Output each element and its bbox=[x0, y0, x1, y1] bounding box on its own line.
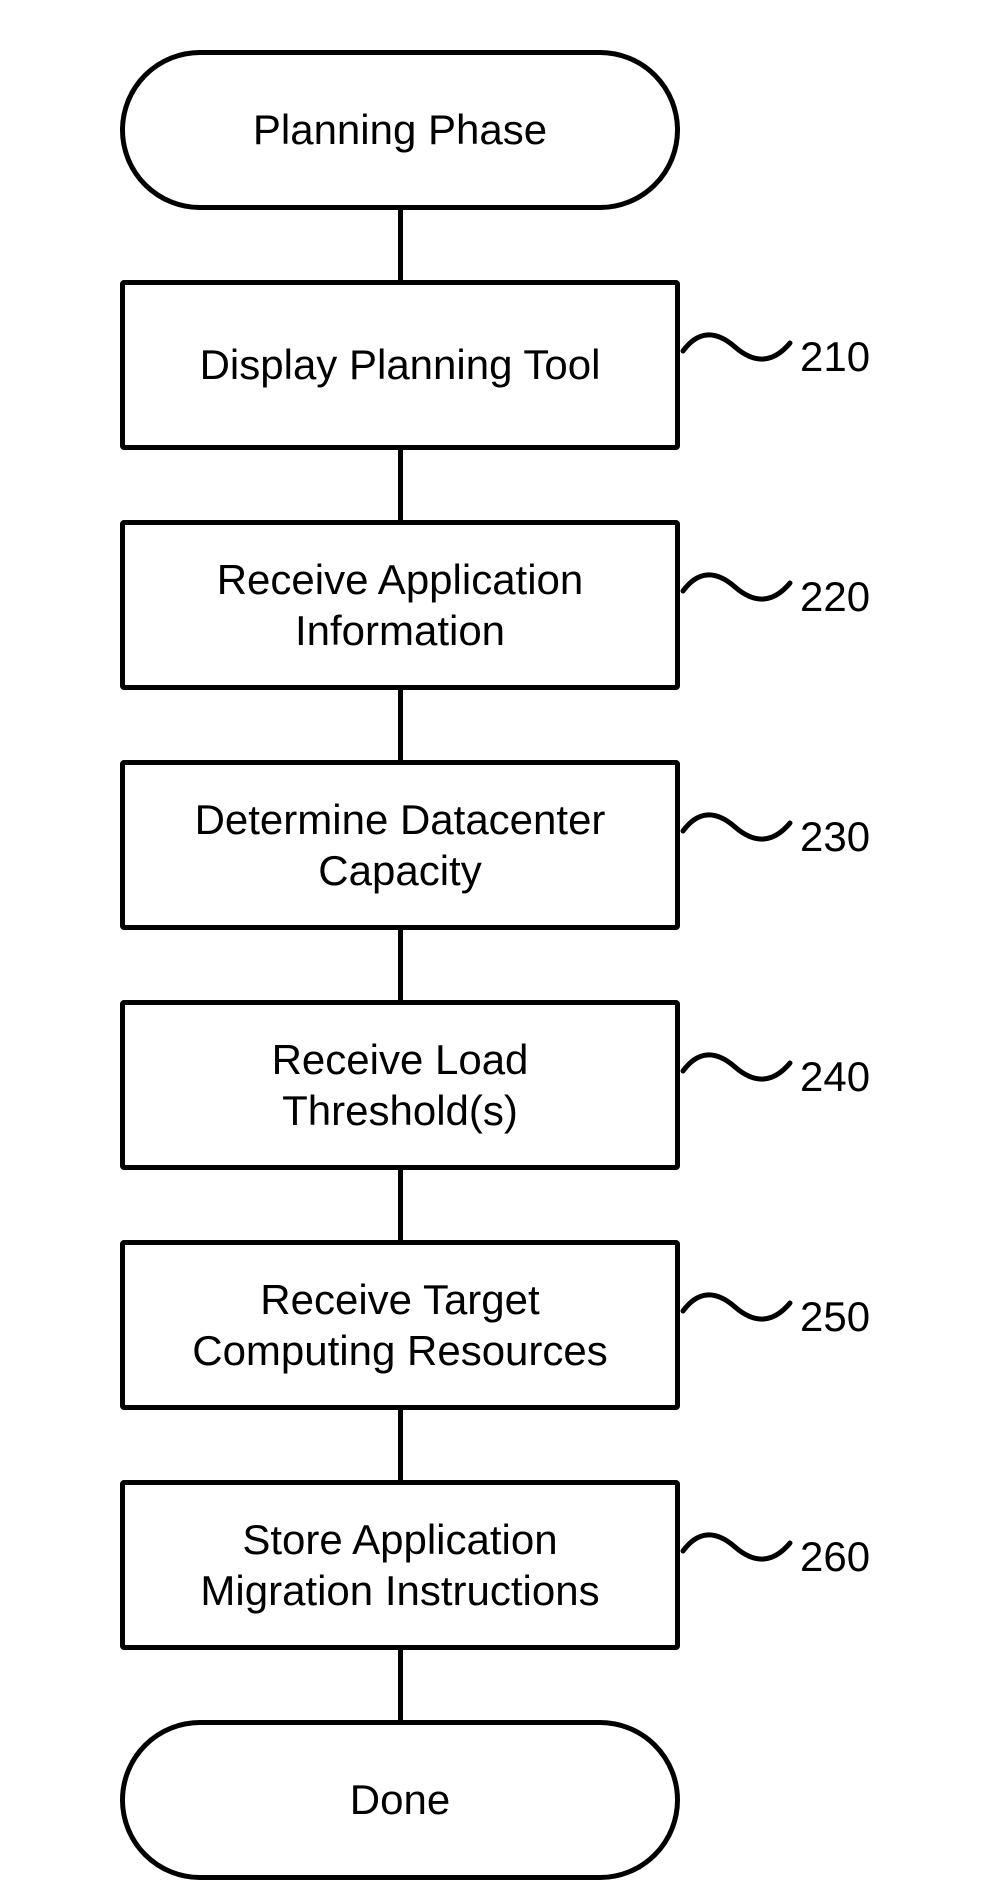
flow-edge bbox=[398, 1170, 403, 1240]
flow-node-step2: Receive Application Information bbox=[120, 520, 680, 690]
reference-connector-icon bbox=[680, 567, 800, 615]
flow-edge bbox=[398, 930, 403, 1000]
flow-node-done: Done bbox=[120, 1720, 680, 1880]
flow-node-label: Receive Load Threshold(s) bbox=[272, 1034, 529, 1136]
reference-connector-icon bbox=[680, 1527, 800, 1575]
reference-label-210: 210 bbox=[800, 333, 870, 381]
reference-label-250: 250 bbox=[800, 1293, 870, 1341]
reference-connector-icon bbox=[680, 1287, 800, 1335]
reference-connector-icon bbox=[680, 807, 800, 855]
flow-node-step4: Receive Load Threshold(s) bbox=[120, 1000, 680, 1170]
reference-label-240: 240 bbox=[800, 1053, 870, 1101]
reference-connector-icon bbox=[680, 327, 800, 375]
flow-node-label: Receive Target Computing Resources bbox=[192, 1274, 608, 1376]
flow-node-label: Store Application Migration Instructions bbox=[200, 1514, 599, 1616]
flow-node-label: Done bbox=[350, 1774, 450, 1825]
flowchart-canvas: Planning Phase Display Planning Tool 210 Re… bbox=[0, 0, 989, 1892]
flow-node-label: Display Planning Tool bbox=[200, 339, 601, 390]
flow-edge bbox=[398, 690, 403, 760]
reference-label-230: 230 bbox=[800, 813, 870, 861]
flow-edge bbox=[398, 1650, 403, 1720]
reference-label-260: 260 bbox=[800, 1533, 870, 1581]
flow-node-step3: Determine Datacenter Capacity bbox=[120, 760, 680, 930]
flow-edge bbox=[398, 1410, 403, 1480]
flow-edge bbox=[398, 450, 403, 520]
flow-node-start: Planning Phase bbox=[120, 50, 680, 210]
flow-node-label: Determine Datacenter Capacity bbox=[195, 794, 606, 896]
flow-node-step1: Display Planning Tool bbox=[120, 280, 680, 450]
reference-connector-icon bbox=[680, 1047, 800, 1095]
flow-node-label: Receive Application Information bbox=[217, 554, 584, 656]
flow-node-step5: Receive Target Computing Resources bbox=[120, 1240, 680, 1410]
flow-edge bbox=[398, 210, 403, 280]
flow-node-label: Planning Phase bbox=[253, 104, 547, 155]
flow-node-step6: Store Application Migration Instructions bbox=[120, 1480, 680, 1650]
reference-label-220: 220 bbox=[800, 573, 870, 621]
